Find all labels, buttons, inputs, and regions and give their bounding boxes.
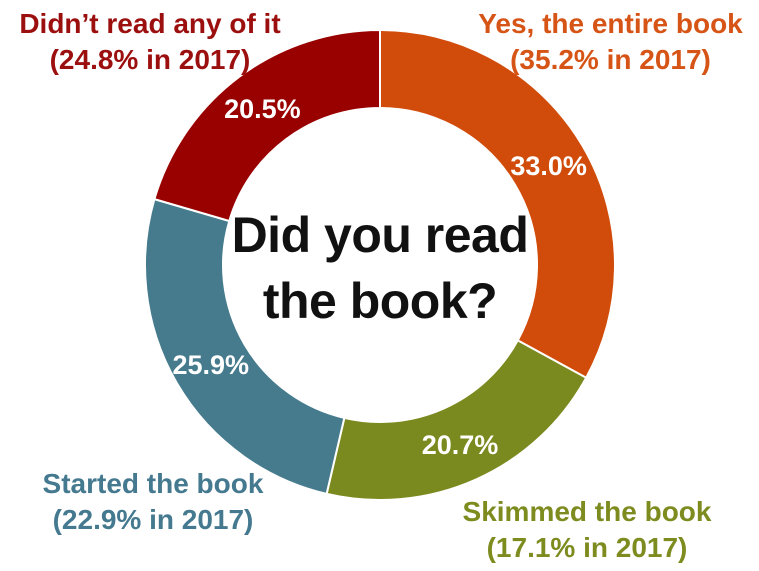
category-name-didnt-read: Didn’t read any of it	[19, 8, 281, 39]
chart-title-line-1: Did you read	[231, 207, 529, 263]
category-label-skimmed: Skimmed the book (17.1% in 2017)	[432, 494, 742, 566]
category-note-started: (22.9% in 2017)	[52, 504, 254, 535]
slice-entire-book	[379, 28, 616, 380]
chart-title: Did you read the book?	[200, 202, 560, 334]
value-label-started: 25.9%	[172, 350, 249, 380]
category-name-started: Started the book	[42, 468, 264, 499]
category-note-entire-book: (35.2% in 2017)	[510, 44, 711, 75]
slice-didnt-read	[153, 28, 381, 223]
category-label-didnt-read: Didn’t read any of it (24.8% in 2017)	[0, 6, 300, 78]
value-label-skimmed: 20.7%	[422, 430, 499, 460]
chart-title-line-2: the book?	[262, 273, 498, 329]
value-label-entire-book: 33.0%	[510, 151, 587, 181]
category-note-skimmed: (17.1% in 2017)	[486, 532, 688, 563]
category-label-started: Started the book (22.9% in 2017)	[18, 466, 288, 538]
category-name-entire-book: Yes, the entire book	[478, 8, 743, 39]
value-label-didnt-read: 20.5%	[224, 94, 301, 124]
category-label-entire-book: Yes, the entire book (35.2% in 2017)	[462, 6, 759, 78]
slice-skimmed	[325, 338, 588, 501]
category-note-didnt-read: (24.8% in 2017)	[49, 44, 251, 75]
category-name-skimmed: Skimmed the book	[462, 496, 712, 527]
slice-started	[144, 197, 346, 496]
